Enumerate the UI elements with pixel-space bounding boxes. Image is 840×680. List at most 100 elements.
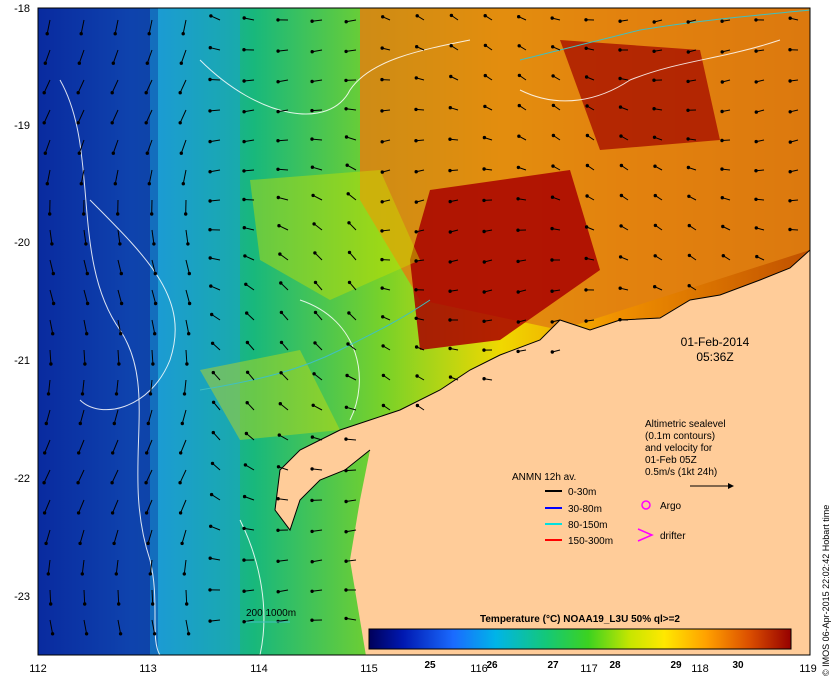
velocity-arrow <box>81 559 85 574</box>
velocity-arrow-head <box>618 76 622 81</box>
velocity-arrow-head <box>210 312 214 317</box>
velocity-arrow-head <box>516 259 520 264</box>
lon-tick: 117 <box>580 663 598 675</box>
isobath-label: 200 1000m <box>246 608 296 619</box>
velocity-arrow-head <box>49 362 53 366</box>
velocity-arrow-head <box>42 481 46 485</box>
velocity-arrow-head <box>482 167 486 171</box>
velocity-arrow-head <box>448 289 452 293</box>
velocity-arrow <box>80 169 85 184</box>
velocity-arrow-head <box>788 48 792 52</box>
velocity-arrow <box>77 469 85 483</box>
velocity-arrow-head <box>686 108 690 113</box>
velocity-arrow-head <box>209 524 213 528</box>
velocity-arrow <box>185 229 189 244</box>
velocity-arrow <box>180 49 187 64</box>
velocity-arrow-head <box>310 435 315 439</box>
sealevel-contours <box>59 39 781 655</box>
velocity-arrow-head <box>146 541 150 546</box>
velocity-arrow-head <box>310 108 314 113</box>
lat-tick: -20 <box>14 237 30 249</box>
velocity-arrow-head <box>720 19 724 23</box>
velocity-arrow-head <box>243 254 247 258</box>
velocity-arrow-head <box>278 402 282 406</box>
velocity-arrow-head <box>720 196 724 200</box>
velocity-arrow-head <box>482 290 486 294</box>
time-label: 05:36Z <box>696 350 733 364</box>
velocity-arrow-head <box>208 109 212 113</box>
velocity-arrow-head <box>208 619 212 623</box>
velocity-arrow-head <box>344 49 348 54</box>
lat-tick: -18 <box>14 3 30 15</box>
velocity-arrow-head <box>244 282 248 286</box>
anmn-legend: ANMN 12h av. 0-30m 30-80m 80-150m 150-30… <box>512 472 613 547</box>
velocity-arrow-head <box>551 74 555 78</box>
velocity-arrow-head <box>242 558 246 562</box>
velocity-arrow <box>185 619 190 634</box>
velocity-arrow <box>117 589 120 605</box>
velocity-arrow-head <box>311 193 315 198</box>
velocity-arrow-head <box>145 151 150 155</box>
velocity-arrow <box>49 589 52 605</box>
anmn-item-label: 80-150m <box>568 520 607 531</box>
colorbar-tick: 30 <box>732 660 744 671</box>
altimetry-legend: Altimetric sealevel (0.1m contours) and … <box>645 419 734 489</box>
velocity-arrow-head <box>46 572 50 576</box>
velocity-arrow-head <box>118 632 123 636</box>
argo-label: Argo <box>660 501 682 512</box>
velocity-arrow-head <box>584 75 589 79</box>
velocity-arrow <box>80 19 85 34</box>
velocity-arrow-head <box>550 350 554 354</box>
velocity-arrow-head <box>112 541 116 546</box>
velocity-arrow-head <box>181 32 185 36</box>
velocity-arrow-head <box>788 199 792 203</box>
velocity-arrow-head <box>112 421 117 426</box>
velocity-arrow-head <box>245 311 249 315</box>
velocity-arrow <box>83 229 87 244</box>
velocity-arrow-head <box>652 107 656 111</box>
velocity-arrow-head <box>182 392 187 396</box>
velocity-arrow-head <box>276 590 280 594</box>
velocity-arrow <box>112 49 119 64</box>
velocity-arrow-head <box>111 61 116 65</box>
velocity-arrow-head <box>179 61 184 65</box>
velocity-arrow <box>83 589 86 605</box>
velocity-arrow <box>77 109 85 124</box>
velocity-arrow-head <box>448 375 453 379</box>
velocity-arrow-head <box>414 170 418 174</box>
velocity-arrow-head <box>414 107 418 112</box>
velocity-arrow-head <box>82 212 86 216</box>
velocity-arrow <box>182 169 187 184</box>
velocity-arrow-head <box>210 341 215 345</box>
velocity-arrow-head <box>310 529 314 534</box>
velocity-arrow-head <box>686 165 691 170</box>
velocity-arrow-head <box>448 230 452 234</box>
credit-label: © IMOS 06-Apr-2015 22:02:42 Hobart time <box>821 505 831 676</box>
velocity-arrow-head <box>313 251 317 255</box>
velocity-arrow-head <box>276 195 280 200</box>
velocity-arrow <box>78 499 85 514</box>
velocity-arrow <box>113 409 119 424</box>
velocity-arrow <box>145 109 153 124</box>
mid-water-band <box>150 8 240 655</box>
velocity-arrow <box>117 259 122 274</box>
velocity-arrow-head <box>84 632 89 636</box>
velocity-arrow-head <box>482 260 486 264</box>
velocity-arrow-head <box>178 91 182 95</box>
velocity-arrow-head <box>449 74 453 79</box>
velocity-arrow-head <box>185 602 189 606</box>
velocity-arrow-head <box>276 109 280 114</box>
velocity-arrow-head <box>119 332 123 336</box>
velocity-arrow-head <box>179 451 183 455</box>
lat-tick: -21 <box>14 355 30 367</box>
velocity-arrow-head <box>721 254 725 258</box>
velocity-arrow-head <box>180 421 185 426</box>
velocity-arrow-head <box>242 110 246 114</box>
velocity-arrow-head <box>113 32 117 36</box>
velocity-arrow-head <box>79 32 83 36</box>
velocity-arrow <box>147 409 153 424</box>
velocity-arrow-head <box>148 392 153 396</box>
anmn-item-label: 0-30m <box>568 487 596 498</box>
velocity-arrow-head <box>483 14 487 18</box>
velocity-arrow-head <box>110 121 114 125</box>
